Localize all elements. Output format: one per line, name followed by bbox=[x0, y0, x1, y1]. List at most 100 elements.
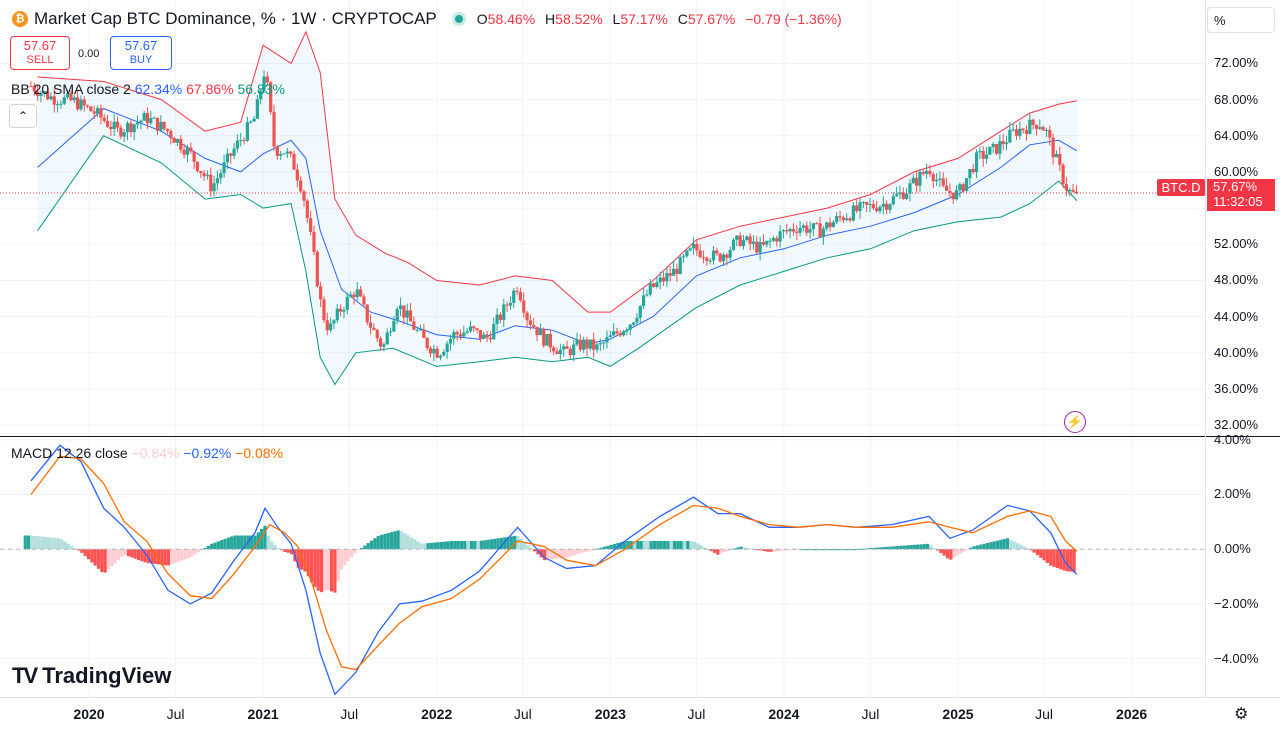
market-status-dot[interactable] bbox=[454, 15, 463, 23]
buy-button[interactable]: 57.67 BUY bbox=[110, 36, 172, 70]
candle-body bbox=[665, 273, 669, 282]
candle-body bbox=[119, 127, 123, 137]
candle-body bbox=[85, 105, 90, 107]
macd-histogram-bar bbox=[386, 533, 390, 550]
candle-body bbox=[382, 344, 386, 347]
macd-histogram-bar bbox=[133, 549, 137, 559]
candle-body bbox=[1061, 164, 1065, 185]
candle-body bbox=[62, 97, 66, 104]
candle-body bbox=[735, 235, 739, 240]
macd-histogram-bar bbox=[583, 549, 587, 553]
macd-histogram-bar bbox=[413, 539, 417, 550]
candle-body bbox=[671, 268, 676, 276]
candle-body bbox=[452, 332, 456, 339]
candle-body bbox=[442, 351, 446, 356]
candle-body bbox=[242, 140, 246, 142]
candle-body bbox=[865, 201, 869, 205]
macd-histogram-bar bbox=[726, 549, 730, 552]
candle-body bbox=[282, 153, 286, 155]
candle-body bbox=[901, 192, 905, 199]
candle-body bbox=[239, 140, 243, 142]
macd-histogram-bar bbox=[1015, 543, 1020, 550]
macd-histogram-bar bbox=[679, 541, 683, 550]
macd-histogram-bar bbox=[992, 541, 996, 550]
candle-body bbox=[232, 148, 236, 156]
tradingview-logo[interactable]: TV TradingView bbox=[12, 663, 171, 689]
macd-histogram-bar bbox=[959, 549, 963, 554]
macd-histogram-bar bbox=[216, 541, 220, 550]
gear-icon[interactable]: ⚙ bbox=[1234, 706, 1249, 723]
candle-body bbox=[885, 203, 889, 210]
candle-body bbox=[325, 320, 329, 331]
bb-basis-value: 62.34% bbox=[134, 81, 183, 97]
macd-histogram-bar bbox=[276, 547, 280, 550]
candle-body bbox=[378, 338, 383, 347]
sell-button[interactable]: 57.67 SELL bbox=[10, 36, 70, 70]
macd-histogram-bar bbox=[126, 549, 131, 557]
macd-histogram-bar bbox=[549, 549, 553, 560]
macd-histogram-bar bbox=[596, 548, 600, 550]
price-axis-label: 68.00% bbox=[1214, 91, 1259, 107]
macd-legend[interactable]: MACD 12 26 close −0.84% −0.92% −0.08% bbox=[11, 445, 283, 461]
flash-icon[interactable]: ⚡ bbox=[1064, 411, 1086, 433]
candle-body bbox=[618, 333, 622, 336]
candle-body bbox=[838, 216, 842, 218]
bb-band-fill bbox=[37, 31, 1077, 385]
candle-body bbox=[125, 123, 130, 133]
macd-histogram-bar bbox=[526, 545, 530, 550]
macd-histogram-bar bbox=[1005, 538, 1010, 550]
candle-body bbox=[728, 249, 732, 258]
macd-histogram-bar bbox=[999, 539, 1003, 550]
macd-line bbox=[30, 444, 1078, 696]
candle-body bbox=[418, 329, 423, 331]
macd-histogram-bar bbox=[50, 537, 54, 550]
sell-price: 57.67 bbox=[23, 38, 57, 53]
candle-body bbox=[422, 329, 426, 338]
candle-body bbox=[195, 161, 200, 172]
macd-histogram-bar bbox=[90, 549, 94, 563]
price-tag: 57.67% 11:32:05 bbox=[1207, 179, 1275, 211]
macd-histogram-bar bbox=[296, 549, 300, 568]
bb-legend[interactable]: BB 20 SMA close 2 62.34% 67.86% 56.83% bbox=[11, 81, 285, 97]
macd-histogram-bar bbox=[876, 547, 880, 550]
macd-histogram-bar bbox=[602, 546, 607, 550]
candle-body bbox=[661, 277, 666, 282]
macd-histogram-bar bbox=[290, 549, 294, 555]
last-price: 57.67% bbox=[1213, 179, 1258, 194]
time-axis-label: Jul bbox=[687, 706, 706, 722]
candle-body bbox=[415, 329, 419, 331]
macd-histogram-bar bbox=[985, 542, 990, 550]
candle-body bbox=[508, 302, 513, 306]
macd-axis-label: 2.00% bbox=[1214, 486, 1251, 502]
candle-body bbox=[365, 304, 369, 323]
macd-histogram-bar bbox=[53, 537, 57, 550]
macd-histogram-bar bbox=[942, 549, 946, 556]
macd-histogram-bar bbox=[746, 547, 750, 550]
macd-histogram-bar bbox=[1055, 549, 1060, 569]
candle-body bbox=[235, 140, 240, 149]
candle-body bbox=[625, 329, 629, 332]
candle-body bbox=[109, 126, 113, 130]
macd-histogram-bar bbox=[176, 549, 181, 562]
candle-body bbox=[368, 322, 373, 328]
symbol-title[interactable]: Market Cap BTC Dominance, % · 1W · CRYPT… bbox=[34, 9, 437, 28]
macd-histogram-bar bbox=[1069, 549, 1073, 572]
macd-histogram-bar bbox=[220, 540, 224, 550]
time-axis-label: 2026 bbox=[1116, 706, 1148, 722]
macd-histogram-bar bbox=[56, 538, 61, 550]
macd-histogram-bar bbox=[686, 541, 690, 550]
macd-histogram-bar bbox=[975, 545, 980, 550]
open-value: 58.46% bbox=[487, 11, 536, 27]
macd-histogram-bar bbox=[319, 549, 324, 593]
candle-body bbox=[771, 238, 776, 241]
macd-histogram-bar bbox=[439, 541, 444, 550]
macd-histogram-bar bbox=[935, 549, 940, 551]
percent-scale-button[interactable]: % bbox=[1207, 7, 1275, 33]
macd-histogram-bar bbox=[110, 549, 114, 567]
bb-upper-value: 67.86% bbox=[186, 81, 234, 97]
collapse-legend-button[interactable]: ⌃ bbox=[9, 104, 37, 128]
candle-body bbox=[695, 243, 699, 251]
macd-signal-line bbox=[30, 455, 1078, 671]
macd-histogram-bar bbox=[559, 549, 563, 559]
